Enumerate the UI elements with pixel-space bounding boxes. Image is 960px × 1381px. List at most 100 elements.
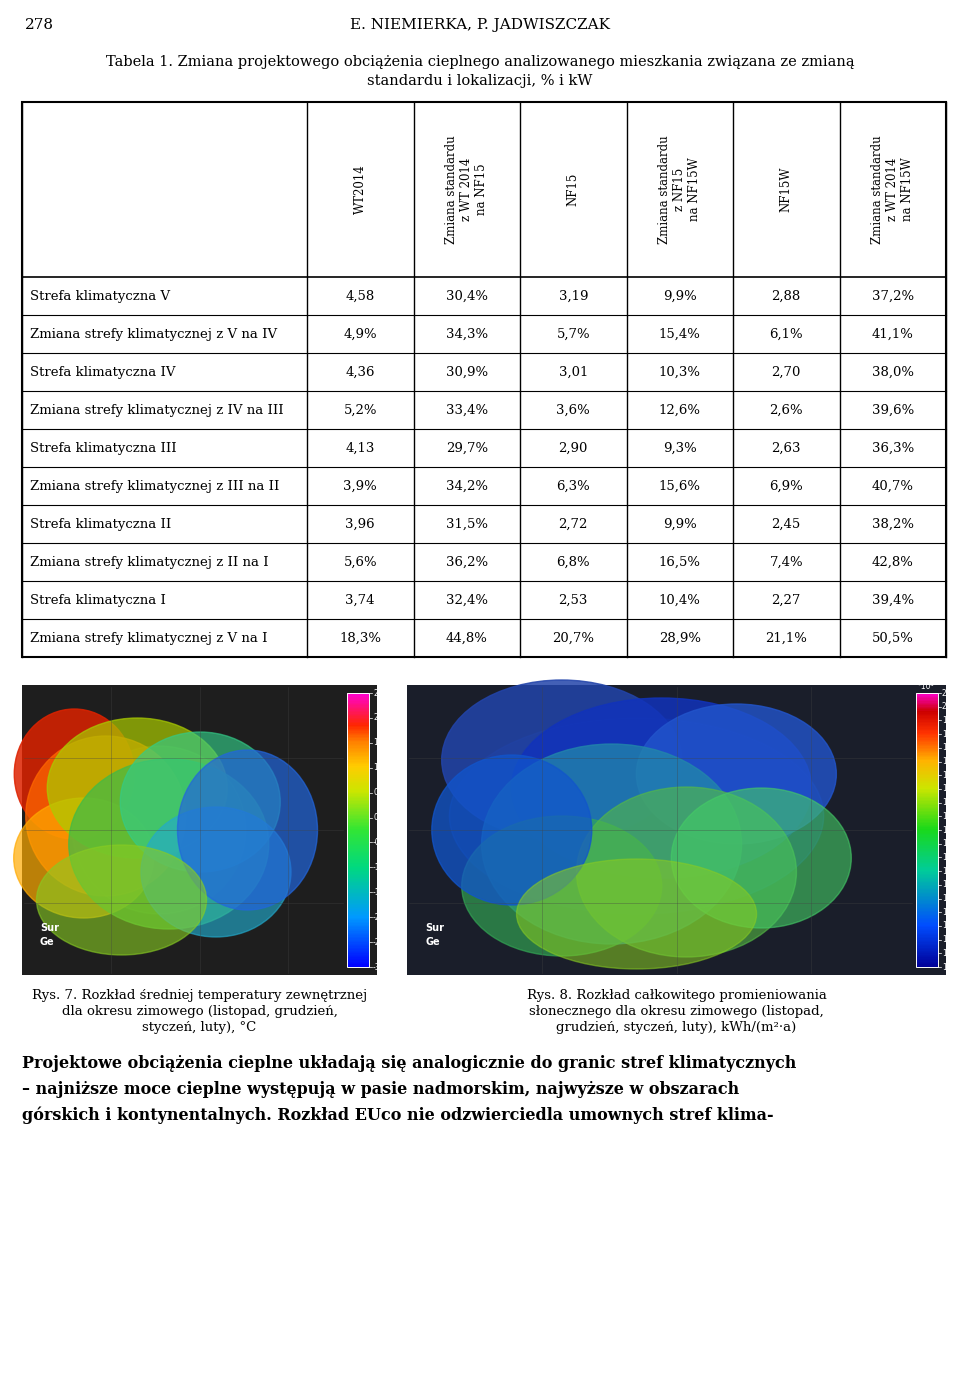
Bar <box>916 855 938 856</box>
Text: 3,9%: 3,9% <box>344 479 377 493</box>
Bar <box>916 815 938 816</box>
Bar <box>347 771 369 772</box>
Bar <box>916 910 938 913</box>
Bar <box>347 934 369 935</box>
Bar <box>916 923 938 924</box>
Bar <box>347 757 369 758</box>
Bar <box>916 783 938 784</box>
Bar <box>347 831 369 833</box>
Bar <box>916 790 938 791</box>
Bar <box>916 831 938 833</box>
Bar <box>347 960 369 961</box>
Bar <box>347 840 369 841</box>
Bar <box>347 772 369 773</box>
Bar <box>916 891 938 894</box>
Text: 15,4%: 15,4% <box>659 327 701 341</box>
Bar <box>916 963 938 964</box>
Bar <box>347 773 369 775</box>
Bar <box>916 704 938 707</box>
Bar <box>347 801 369 802</box>
Bar <box>347 819 369 820</box>
Bar <box>347 950 369 952</box>
Text: Zmiana strefy klimatycznej z V na I: Zmiana strefy klimatycznej z V na I <box>30 631 268 645</box>
Bar <box>347 724 369 726</box>
Bar <box>347 717 369 720</box>
Text: 32,4%: 32,4% <box>445 594 488 606</box>
Bar <box>347 830 369 831</box>
Text: 4,58: 4,58 <box>346 290 374 302</box>
Bar <box>916 758 938 760</box>
Text: Projektowe obciążenia cieplne układają się analogicznie do granic stref klimatyc: Projektowe obciążenia cieplne układają s… <box>22 1055 797 1072</box>
Bar <box>916 946 938 947</box>
Bar <box>347 887 369 889</box>
Bar <box>347 768 369 769</box>
Bar <box>347 713 369 715</box>
Text: Sur: Sur <box>40 923 59 934</box>
Bar <box>347 848 369 849</box>
Bar <box>916 728 938 731</box>
Bar <box>916 697 938 700</box>
Bar <box>916 786 938 787</box>
Bar <box>916 749 938 750</box>
Bar <box>347 765 369 766</box>
Bar <box>347 826 369 827</box>
Bar <box>347 737 369 740</box>
Ellipse shape <box>432 755 591 905</box>
Bar <box>916 755 938 757</box>
Text: 2,45: 2,45 <box>772 518 801 530</box>
Bar <box>916 833 938 834</box>
Bar <box>916 771 938 772</box>
Bar <box>347 859 369 862</box>
Bar <box>916 726 938 729</box>
Bar <box>916 725 938 728</box>
Bar <box>22 102 946 657</box>
Bar <box>347 940 369 942</box>
Bar <box>347 866 369 869</box>
Text: 17.5: 17.5 <box>942 771 959 780</box>
Ellipse shape <box>516 859 756 969</box>
Text: 2,6%: 2,6% <box>769 403 804 417</box>
Bar <box>916 795 938 797</box>
Ellipse shape <box>442 679 682 840</box>
Bar <box>347 702 369 704</box>
Bar <box>916 703 938 706</box>
Bar <box>916 852 938 853</box>
Bar <box>916 874 938 877</box>
Bar <box>347 721 369 724</box>
Bar <box>916 866 938 869</box>
Text: 21,1%: 21,1% <box>765 631 807 645</box>
Bar <box>347 735 369 737</box>
Bar <box>916 693 938 967</box>
Text: słonecznego dla okresu zimowego (listopad,: słonecznego dla okresu zimowego (listopa… <box>529 1005 824 1018</box>
Bar <box>347 749 369 750</box>
Bar <box>916 823 938 824</box>
Bar <box>916 938 938 939</box>
Ellipse shape <box>69 760 269 929</box>
Text: 2,70: 2,70 <box>772 366 801 378</box>
Bar <box>347 766 369 768</box>
Text: Zmiana standardu
z WT 2014
na NF15: Zmiana standardu z WT 2014 na NF15 <box>445 135 489 244</box>
Bar <box>916 744 938 746</box>
Text: 2,72: 2,72 <box>559 518 588 530</box>
Ellipse shape <box>36 845 206 956</box>
Bar <box>916 877 938 880</box>
Ellipse shape <box>47 718 228 858</box>
Bar <box>347 726 369 729</box>
Text: Rys. 7. Rozkład średniej temperatury zewnętrznej: Rys. 7. Rozkład średniej temperatury zew… <box>32 989 367 1003</box>
Bar <box>347 870 369 873</box>
Bar <box>347 894 369 896</box>
Bar <box>916 757 938 758</box>
Bar <box>916 736 938 739</box>
Bar <box>347 895 369 898</box>
Bar <box>347 858 369 860</box>
Text: -2.0: -2.0 <box>373 913 388 921</box>
Bar <box>347 742 369 744</box>
Text: 10.5: 10.5 <box>942 963 959 971</box>
Bar <box>347 813 369 815</box>
Bar <box>916 940 938 942</box>
Text: 6,8%: 6,8% <box>557 555 590 569</box>
Bar <box>347 963 369 964</box>
Bar <box>347 903 369 906</box>
Bar <box>347 837 369 838</box>
Bar <box>347 856 369 859</box>
